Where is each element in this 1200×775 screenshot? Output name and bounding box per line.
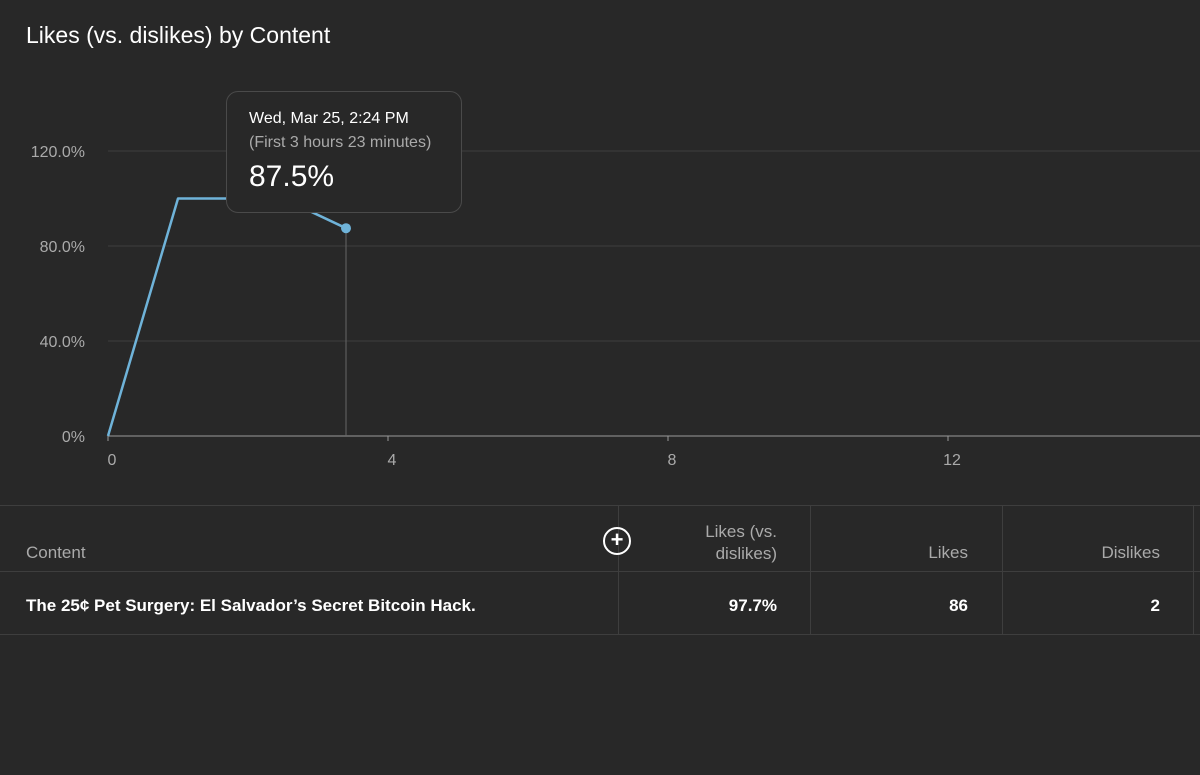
column-header-content[interactable]: Content [26, 543, 86, 562]
column-header-likes[interactable]: Likes [928, 543, 968, 562]
header-line-1: Likes (vs. [705, 522, 777, 541]
row-dislikes: 2 [1150, 596, 1160, 615]
x-tick-label: 12 [943, 452, 961, 469]
column-divider [810, 505, 811, 634]
y-tick-label: 0% [62, 429, 85, 446]
y-axis: 0% 40.0% 80.0% 120.0% [31, 144, 85, 446]
column-divider [1193, 505, 1194, 634]
x-tick-label: 0 [108, 452, 117, 469]
column-header-likes-vs-dislikes[interactable]: Likes (vs. dislikes) [705, 521, 777, 565]
column-header-dislikes[interactable]: Dislikes [1101, 543, 1160, 562]
row-likes-pct: 97.7% [728, 596, 777, 615]
column-divider [618, 505, 619, 634]
line-chart[interactable]: 0% 40.0% 80.0% 120.0% 0 4 8 12 [0, 0, 1200, 500]
page-title: Likes (vs. dislikes) by Content [26, 22, 331, 48]
header-line-2: dislikes) [715, 544, 777, 563]
add-column-button[interactable]: + [603, 527, 631, 555]
y-tick-label: 40.0% [40, 334, 85, 351]
x-tick-label: 4 [388, 452, 397, 469]
y-tick-label: 80.0% [40, 239, 85, 256]
series-line[interactable] [106, 197, 347, 437]
tooltip-date: Wed, Mar 25, 2:24 PM [249, 110, 409, 127]
plus-circle-icon: + [610, 527, 624, 552]
hover-point[interactable] [341, 223, 351, 234]
row-content-title[interactable]: The 25¢ Pet Surgery: El Salvador’s Secre… [26, 596, 476, 615]
header-divider [0, 571, 1200, 572]
table-top-border [0, 505, 1200, 506]
x-tick-label: 8 [668, 452, 677, 469]
chart-tooltip: Wed, Mar 25, 2:24 PM (First 3 hours 23 m… [226, 91, 462, 213]
y-tick-label: 120.0% [31, 144, 85, 161]
row-likes: 86 [949, 596, 968, 615]
tooltip-subtitle: (First 3 hours 23 minutes) [249, 134, 432, 151]
table-bottom-border [0, 634, 1200, 635]
tooltip-value: 87.5% [249, 160, 335, 193]
column-divider [1002, 505, 1003, 634]
x-axis: 0 4 8 12 [107, 436, 961, 469]
